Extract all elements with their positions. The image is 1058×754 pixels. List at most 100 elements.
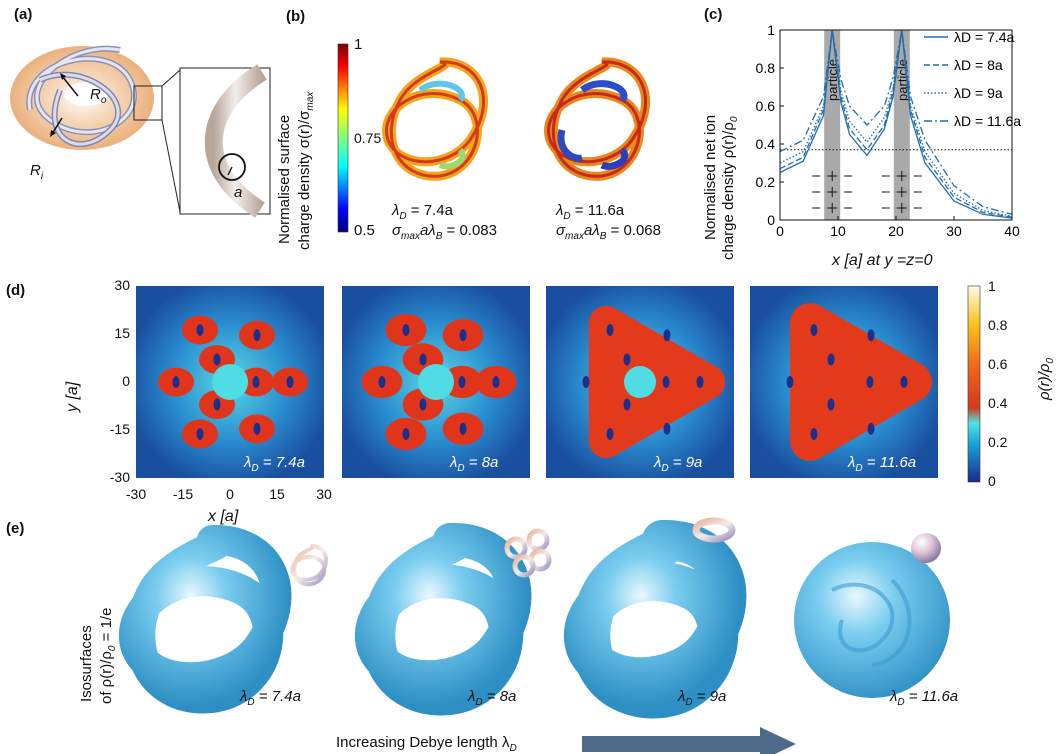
map-background: [342, 286, 530, 478]
panel-label-e: (e): [6, 520, 25, 537]
particle-bar-1: [824, 30, 841, 220]
map-lambda-label-4: λD = 11.6a: [848, 454, 917, 474]
density-map-3: [546, 286, 734, 478]
particle-dot: [459, 329, 467, 342]
particle-dot: [286, 376, 294, 388]
panel-e-ylabel-1: Isosurfaces: [78, 625, 95, 702]
map-blob: [239, 320, 275, 350]
isosurface-knot-3: [564, 520, 747, 719]
panel-label-d: (d): [6, 282, 26, 299]
map-center: [418, 364, 454, 400]
panel-d-ylabel: y [a]: [64, 381, 81, 412]
panel-b-colorbar-tick-top: 1: [354, 36, 363, 53]
particle-dot: [196, 427, 204, 440]
map-blob: [272, 367, 308, 397]
panel-d-colorbar: [967, 285, 981, 483]
panel-d-xtick: -15: [172, 486, 194, 502]
map-blob: [182, 315, 218, 345]
map-center: [212, 364, 248, 400]
map-blob: [361, 365, 403, 399]
iso-label-1: λD = 7.4a: [240, 688, 301, 708]
particle-dot: [582, 376, 590, 388]
panel-d-colorbar-tick: 0.4: [988, 395, 1008, 411]
particle-dot: [827, 353, 835, 366]
panel-c-axes-box: [779, 29, 1013, 221]
small-multitorus-icon: [504, 528, 552, 578]
particle-dot: [696, 376, 704, 388]
outer-radius-label: Ro: [90, 86, 107, 106]
tube-radius-label: a: [234, 184, 243, 201]
x-tick-label: 30: [946, 223, 962, 239]
particle-dot: [900, 376, 908, 388]
knot-surface-charge-2: [544, 57, 651, 181]
knot-surface-charge-1: [382, 57, 489, 181]
small-knot-icon: [290, 544, 328, 587]
particle-dot: [786, 376, 794, 388]
y-tick-label: 0.6: [756, 98, 776, 114]
panel-b-caption-1-sigma: σmaxaλB = 0.083: [392, 222, 497, 242]
particle-dot: [419, 398, 427, 411]
panel-d-ytick: 15: [114, 325, 130, 341]
panel-d-colorbar-tick: 0: [988, 473, 996, 489]
x-tick-label: 40: [1004, 223, 1020, 239]
panel-b-colorbar-title-2: charge density σ(r)/σmax: [296, 91, 316, 250]
map-blob: [441, 365, 483, 399]
particle-dot: [827, 398, 835, 411]
series-line-4: [779, 29, 1013, 215]
map-blob: [402, 388, 444, 421]
map-center: [624, 366, 656, 398]
particle-dot: [606, 427, 614, 440]
map-blob: [442, 412, 484, 445]
particle-dot: [606, 324, 614, 337]
panel-b-colorbar-tick-bottom: 0.5: [354, 222, 375, 239]
series-line-2: [779, 29, 1013, 218]
map-blob: [475, 365, 517, 399]
density-map-2: [342, 286, 530, 478]
y-tick-label: 0.2: [756, 174, 776, 190]
particle-dot: [378, 376, 386, 388]
torus-knot-drawing: [10, 45, 271, 218]
panel-b-caption-2-sigma: σmaxaλB = 0.068: [556, 222, 661, 242]
iso-label-3: λD = 9a: [678, 688, 727, 708]
panel-b-colorbar-title-1: Normalised surface: [276, 114, 293, 244]
map-blob: [199, 345, 235, 374]
particle-dot: [253, 329, 261, 342]
x-tick-label: 0: [776, 223, 784, 239]
particle-dot: [213, 353, 221, 366]
map-blob: [239, 414, 275, 444]
panel-c-ylabel-2: charge density ρ(r)/ρ0: [720, 116, 740, 260]
legend-entry-4: λD = 11.6a: [954, 113, 1021, 129]
particle-dot: [623, 398, 631, 411]
density-map-4: [750, 286, 938, 478]
map-blob: [158, 367, 194, 397]
particle-dot: [866, 376, 874, 388]
panel-d-ytick: -30: [109, 469, 130, 485]
inner-radius-label: Ri: [30, 162, 44, 182]
particle-dot: [253, 422, 261, 435]
panel-d-colorbar-tick: 0.2: [988, 434, 1008, 450]
panel-b-colorbar: [337, 43, 349, 233]
map-lambda-label-3: λD = 9a: [654, 454, 703, 474]
panel-label-c: (c): [704, 6, 723, 23]
particle-dot: [623, 353, 631, 366]
map-background: [750, 286, 938, 478]
particle-dot: [459, 422, 467, 435]
increasing-debye-arrow: [582, 727, 796, 754]
particle-dot: [663, 329, 671, 342]
small-sphere-icon: [911, 533, 941, 563]
panel-label-b: (b): [286, 8, 306, 25]
legend-entry-1: λD = 7.4a: [954, 29, 1015, 45]
particle-dot: [663, 422, 671, 435]
iso-label-2: λD = 8a: [468, 688, 517, 708]
map-blob: [442, 319, 484, 352]
panel-b-caption-2-lambda: λD = 11.6a: [556, 202, 625, 222]
map-blob: [385, 417, 427, 451]
particle-label-1: particle: [825, 59, 840, 101]
legend-entry-2: λD = 8a: [954, 57, 1003, 73]
particle-dot: [867, 329, 875, 342]
particle-dot: [662, 376, 670, 388]
panel-d-xtick: -30: [125, 486, 147, 502]
